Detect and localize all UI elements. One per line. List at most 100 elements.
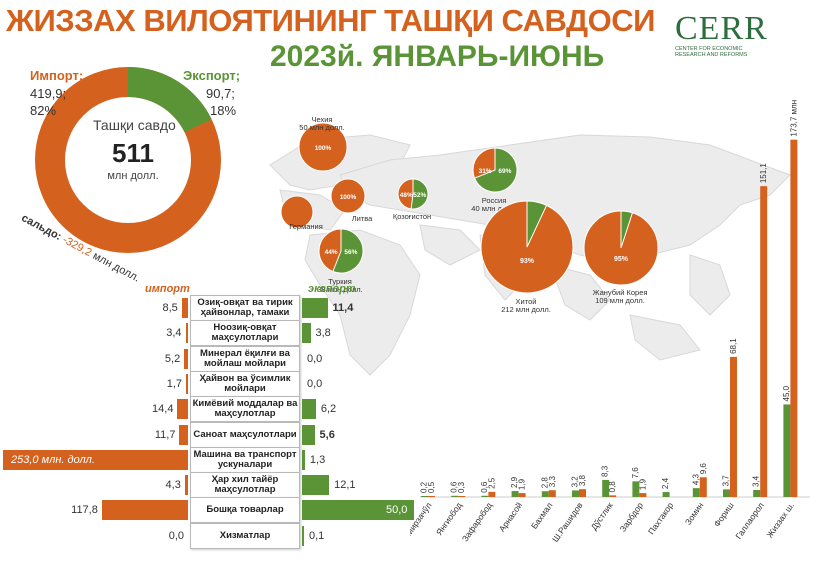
import-value-label: 0,0 bbox=[168, 529, 184, 542]
category-label: Машина ва транспорт ускуналари bbox=[190, 446, 300, 473]
export-bar bbox=[302, 424, 315, 445]
country-pie-3: 100% bbox=[330, 178, 366, 214]
import-value-label: 8,5 bbox=[162, 302, 178, 314]
district-import-label: 0,8 bbox=[608, 481, 617, 493]
pie-import-slice bbox=[330, 178, 366, 214]
category-label: Ҳар хил тайёр маҳсулотлар bbox=[190, 472, 300, 499]
export-value-label: 11,4 bbox=[332, 302, 354, 314]
pie-export-slice bbox=[473, 147, 518, 193]
district-export-label: 0,6 bbox=[450, 481, 459, 493]
import-bar bbox=[185, 323, 188, 344]
district-export-bar bbox=[481, 495, 489, 497]
district-import-bar bbox=[428, 495, 435, 497]
pie-import-label: 44% bbox=[325, 249, 338, 256]
country-name: Германия bbox=[289, 222, 323, 231]
donut-center-unit: млн долл. bbox=[107, 170, 159, 182]
district-label: Ш.Рашидов bbox=[550, 500, 585, 544]
import-pct: 82% bbox=[30, 103, 57, 118]
import-bar bbox=[186, 373, 188, 394]
district-import-bar bbox=[579, 489, 586, 497]
import-bar bbox=[184, 475, 188, 496]
country-pie-5: 48% 52% bbox=[397, 178, 429, 210]
district-import-label: 0,5 bbox=[427, 481, 436, 493]
pie-export-label: 56% bbox=[344, 249, 357, 256]
saldo-unit: млн долл. bbox=[90, 249, 142, 285]
district-label: Мирзачўл bbox=[410, 500, 434, 537]
trade-donut-chart bbox=[35, 67, 221, 253]
country-amount: 109 млн долл. bbox=[595, 296, 645, 305]
pie-export-slice bbox=[410, 178, 429, 210]
country-amount: 212 млн долл. bbox=[501, 305, 551, 314]
category-label: Озиқ-овқат ва тирик ҳайвонлар, тамаки bbox=[190, 295, 300, 321]
export-value-label: 1,3 bbox=[309, 453, 326, 466]
pie-export-slice bbox=[526, 200, 548, 248]
district-import-bar bbox=[609, 495, 617, 497]
page-title: ЖИЗЗАХ ВИЛОЯТИНИНГ ТАШҚИ САВДОСИ bbox=[6, 3, 655, 38]
cerr-logo: CERR CENTER FOR ECONOMIC RESEARCH AND RE… bbox=[675, 12, 785, 59]
export-value-label: 12,1 bbox=[334, 479, 356, 492]
export-value-label: 6,2 bbox=[320, 403, 337, 416]
district-import-bar bbox=[458, 496, 466, 497]
country-pie-2 bbox=[280, 195, 314, 229]
import-bar bbox=[101, 500, 188, 521]
legend-export: экспорт bbox=[308, 283, 356, 295]
country-label: Туркия 38 млн долл. bbox=[300, 278, 380, 294]
district-import-label: 3,3 bbox=[548, 476, 557, 488]
country-name: Хитой bbox=[515, 297, 537, 306]
district-export-label: 4,3 bbox=[691, 473, 700, 485]
export-label: Экспорт; bbox=[183, 68, 241, 83]
import-value-label: 117,8 bbox=[71, 504, 98, 517]
district-export-bar bbox=[572, 490, 579, 497]
country-pie-4: 44% 56% bbox=[318, 228, 364, 274]
district-export-bar bbox=[692, 488, 700, 497]
import-value-label: 253,0 млн. долл. bbox=[11, 453, 95, 466]
export-value-label: 3,8 bbox=[315, 327, 331, 340]
pie-import-label: 100% bbox=[315, 145, 332, 152]
district-import-label: 0,3 bbox=[457, 481, 466, 493]
country-pie-8: 95% bbox=[583, 210, 659, 286]
import-bar bbox=[3, 449, 188, 470]
district-export-bar bbox=[541, 491, 549, 497]
export-value-label: 50,0 bbox=[386, 504, 408, 517]
country-amount: 38 млн долл. bbox=[317, 285, 363, 294]
import-bar bbox=[181, 298, 188, 318]
import-value-label: 14,4 bbox=[152, 403, 174, 416]
country-amount: 50 млн долл. bbox=[299, 123, 345, 132]
district-export-bar bbox=[723, 489, 730, 497]
country-label: Россия 40 млн долл. bbox=[454, 197, 534, 213]
export-value-label: 0,1 bbox=[309, 529, 325, 542]
pie-import-label: 95% bbox=[614, 256, 629, 263]
district-import-bar bbox=[699, 477, 707, 497]
export-bar bbox=[302, 323, 311, 344]
pie-import-slice bbox=[280, 195, 314, 229]
district-export-label: 2,9 bbox=[510, 476, 519, 488]
country-label: Хитой 212 млн долл. bbox=[486, 298, 566, 314]
export-bar bbox=[302, 298, 328, 318]
district-export-bar bbox=[602, 479, 610, 497]
country-amount: 40 млн долл. bbox=[471, 204, 517, 213]
pie-import-label: 48% bbox=[400, 192, 413, 199]
country-name: Литва bbox=[351, 214, 373, 223]
country-label: Чехия 50 млн долл. bbox=[282, 116, 362, 132]
pie-export-label: 69% bbox=[498, 168, 511, 175]
export-bar bbox=[302, 399, 316, 420]
district-import-label: 173,7 млн долл. bbox=[789, 100, 798, 137]
donut-export-segment bbox=[35, 67, 221, 253]
pie-export-slice bbox=[620, 210, 634, 249]
district-import-bar bbox=[730, 356, 737, 497]
district-export-bar bbox=[451, 495, 459, 497]
donut-center-value: 511 bbox=[112, 138, 154, 168]
export-value: 90,7; bbox=[206, 86, 235, 101]
district-export-bar bbox=[783, 404, 791, 497]
import-bar bbox=[184, 348, 188, 369]
country-pie-7: 93% bbox=[480, 200, 574, 294]
export-bar bbox=[302, 525, 304, 546]
district-export-bar bbox=[421, 496, 428, 497]
district-import-bar bbox=[518, 493, 526, 497]
import-value-label: 3,4 bbox=[166, 327, 182, 340]
district-export-label: 3,2 bbox=[571, 476, 580, 488]
export-bar bbox=[302, 500, 414, 521]
import-value: 419,9; bbox=[30, 86, 67, 101]
pie-import-label: 31% bbox=[479, 168, 492, 175]
district-export-label: 2,8 bbox=[540, 477, 549, 489]
